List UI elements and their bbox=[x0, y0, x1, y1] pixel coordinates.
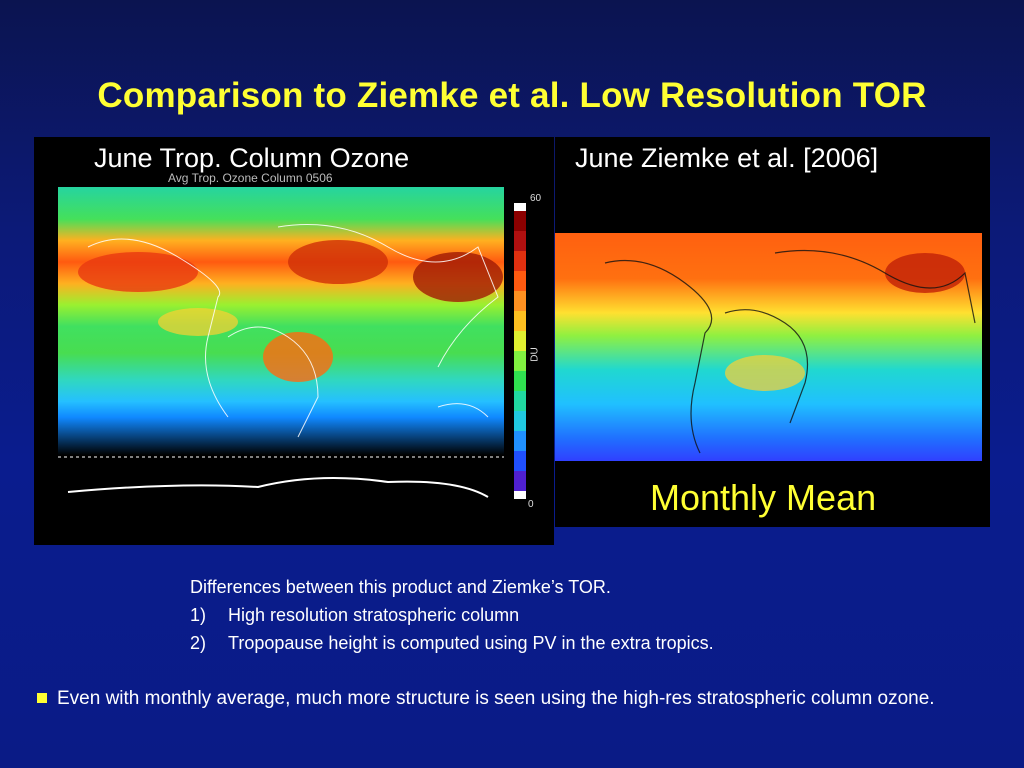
list-item: 1) High resolution stratospheric column bbox=[190, 601, 714, 629]
left-ozone-map bbox=[58, 187, 510, 527]
list-item-text: Tropopause height is computed using PV i… bbox=[228, 633, 714, 653]
list-item: 2) Tropopause height is computed using P… bbox=[190, 629, 714, 657]
colorbar-top-label: 60 bbox=[530, 193, 542, 204]
list-item-number: 2) bbox=[190, 633, 207, 653]
colorbar-bottom-label: 0 bbox=[528, 499, 534, 510]
monthly-mean-label: Monthly Mean bbox=[650, 477, 877, 518]
right-ozone-map bbox=[555, 233, 982, 461]
square-bullet-icon bbox=[37, 693, 47, 703]
left-plot-title: Avg Trop. Ozone Column 0506 bbox=[168, 171, 333, 185]
list-item-number: 1) bbox=[190, 605, 207, 625]
right-map-panel: June Ziemke et al. [2006] Monthly Mean bbox=[555, 137, 990, 527]
colorbar bbox=[514, 203, 526, 499]
list-item-text: High resolution stratospheric column bbox=[228, 605, 520, 625]
colorbar-unit: DU bbox=[529, 347, 541, 362]
bullet-text: Even with monthly average, much more str… bbox=[57, 688, 935, 709]
differences-notes: Differences between this product and Zie… bbox=[190, 573, 714, 657]
summary-bullet: Even with monthly average, much more str… bbox=[37, 685, 997, 713]
notes-heading: Differences between this product and Zie… bbox=[190, 577, 611, 597]
slide-title: Comparison to Ziemke et al. Low Resoluti… bbox=[97, 76, 927, 115]
left-map-panel: June Trop. Column Ozone Avg Trop. Ozone … bbox=[34, 137, 554, 545]
right-panel-caption: June Ziemke et al. [2006] bbox=[575, 143, 879, 173]
left-panel-caption: June Trop. Column Ozone bbox=[94, 143, 410, 173]
